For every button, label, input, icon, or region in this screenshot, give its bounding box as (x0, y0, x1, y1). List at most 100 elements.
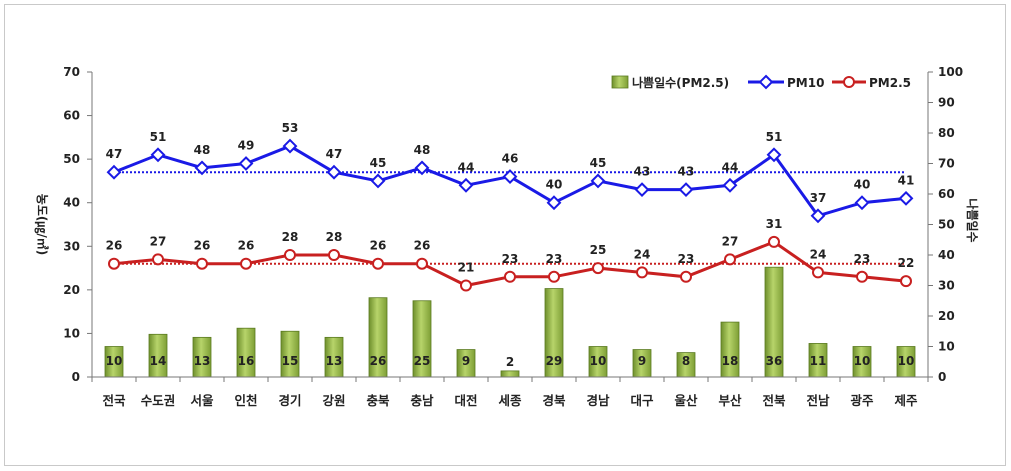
data-label-PM10: 43 (678, 165, 695, 179)
data-label-PM10: 51 (766, 130, 783, 144)
data-label-PM2.5: 24 (634, 247, 651, 261)
data-label-PM10: 47 (106, 147, 123, 161)
axes: 0 10 20 30 40 50 60 70 0 10 20 30 40 50 60 70 80 90 100 전국 수… (34, 65, 980, 408)
point-PM2.5 (196, 257, 208, 270)
data-label-PM10: 48 (194, 143, 211, 157)
data-label-PM10: 49 (238, 139, 255, 153)
y2-tick-label: 20 (938, 309, 955, 323)
data-label-PM2.5: 23 (546, 252, 563, 266)
x-tick-label: 대전 (454, 393, 477, 408)
data-label-bar: 13 (194, 354, 211, 368)
point-PM2.5 (372, 257, 384, 270)
data-label-PM10: 45 (590, 156, 607, 170)
x-tick-label: 경북 (542, 393, 566, 408)
legend: 나쁨일수(PM2.5) PM10 PM2.5 (611, 74, 911, 90)
data-label-bar: 10 (106, 354, 123, 368)
point-PM10 (722, 177, 738, 193)
data-label-PM10: 53 (282, 121, 299, 135)
point-PM10 (766, 147, 782, 163)
data-label-PM2.5: 26 (238, 239, 255, 253)
data-label-PM10: 51 (150, 130, 167, 144)
data-label-bar: 9 (462, 354, 470, 368)
y2-tick-label: 50 (938, 218, 955, 232)
data-label-bar: 10 (898, 354, 915, 368)
x-tick-label: 전남 (806, 393, 830, 408)
point-PM2.5 (812, 266, 824, 279)
point-PM10 (634, 182, 650, 198)
line-series (106, 138, 914, 292)
legend-label-bar: 나쁨일수(PM2.5) (632, 75, 729, 90)
x-tick-label: 광주 (850, 393, 874, 408)
point-PM10 (546, 195, 562, 211)
data-label-PM2.5: 21 (458, 261, 475, 275)
point-PM2.5 (240, 257, 252, 270)
y2-tick-label: 70 (938, 157, 955, 171)
point-PM2.5 (152, 253, 164, 266)
data-label-bar: 29 (546, 354, 563, 368)
data-label-bar: 16 (238, 354, 255, 368)
point-PM2.5 (680, 270, 692, 283)
data-label-PM10: 41 (898, 173, 915, 187)
y2-tick-label: 0 (938, 370, 946, 384)
y2-tick-label: 80 (938, 126, 955, 140)
y-tick-label: 40 (63, 196, 80, 210)
data-label-PM2.5: 24 (810, 247, 827, 261)
point-PM2.5 (460, 279, 472, 292)
point-PM2.5 (856, 270, 868, 283)
data-label-bar: 18 (722, 354, 739, 368)
y2-axis-title: 나쁨일수 (965, 198, 980, 242)
x-tick-label: 인천 (234, 393, 257, 408)
x-tick-label: 울산 (674, 393, 698, 408)
data-label-PM2.5: 25 (590, 243, 607, 257)
point-PM10 (370, 173, 386, 189)
data-label-PM10: 46 (502, 152, 519, 166)
point-PM2.5 (724, 253, 736, 266)
data-label-PM2.5: 27 (722, 234, 739, 248)
data-label-PM2.5: 28 (282, 230, 299, 244)
point-PM10 (194, 160, 210, 176)
data-label-PM2.5: 23 (678, 252, 695, 266)
data-label-PM2.5: 26 (414, 239, 431, 253)
point-PM2.5 (636, 266, 648, 279)
y-tick-label: 50 (63, 152, 80, 166)
y-tick-label: 70 (63, 65, 80, 79)
x-tick-label: 세종 (498, 393, 522, 408)
bar-세종 (500, 370, 520, 378)
data-label-bar: 25 (414, 354, 431, 368)
x-tick-label: 강원 (322, 393, 345, 408)
point-PM10 (238, 156, 254, 171)
x-tick-label: 경남 (586, 393, 610, 408)
point-PM2.5 (900, 275, 912, 288)
legend-swatch-bar (611, 75, 629, 89)
legend-label-PM2.5: PM2.5 (869, 76, 911, 90)
point-PM2.5 (768, 235, 780, 248)
point-PM2.5 (504, 270, 516, 283)
point-PM10 (502, 169, 518, 184)
data-label-bar: 2 (506, 355, 514, 369)
point-PM10 (458, 177, 474, 193)
point-PM2.5 (416, 257, 428, 270)
data-label-PM2.5: 27 (150, 234, 167, 248)
data-label-PM10: 45 (370, 156, 387, 170)
legend-marker-PM2.5 (843, 76, 855, 88)
point-PM10 (414, 160, 430, 176)
data-label-PM10: 40 (854, 178, 871, 192)
y-tick-label: 30 (63, 239, 80, 253)
data-label-bar: 11 (810, 354, 827, 368)
point-PM2.5 (592, 262, 604, 275)
data-label-bar: 26 (370, 354, 387, 368)
data-label-PM2.5: 23 (502, 252, 519, 266)
data-label-PM2.5: 26 (106, 239, 123, 253)
y-tick-label: 10 (63, 326, 80, 340)
y-tick-label: 20 (63, 283, 80, 297)
point-PM10 (282, 138, 298, 154)
bar-인천 (236, 327, 256, 378)
data-label-PM10: 44 (458, 160, 475, 174)
x-tick-label: 부산 (718, 393, 742, 408)
data-label-bar: 10 (590, 354, 607, 368)
data-label-PM10: 48 (414, 143, 431, 157)
point-PM10 (810, 208, 826, 224)
legend-marker-PM10 (758, 74, 774, 90)
y2-tick-label: 100 (938, 65, 963, 79)
